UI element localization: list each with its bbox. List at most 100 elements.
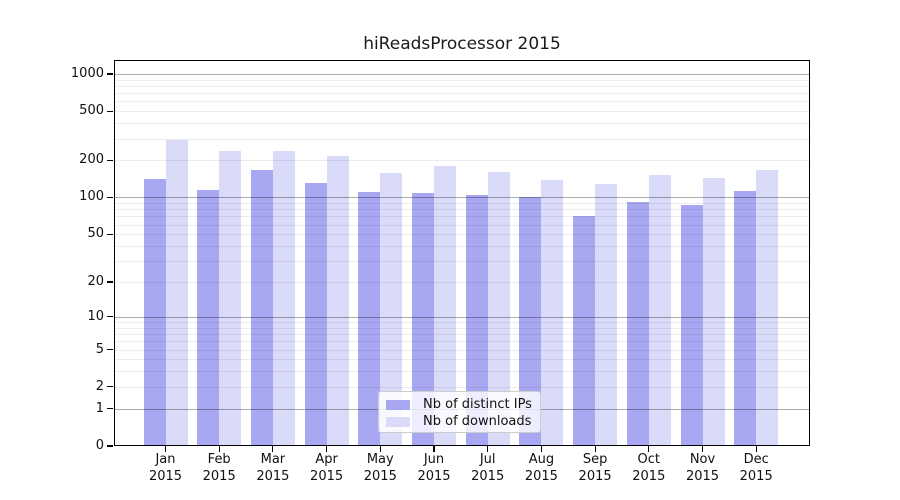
bar-series-1 [756, 169, 779, 446]
bar-series-0 [358, 192, 381, 446]
x-tick-mark [326, 446, 328, 452]
x-tick-label: Jul 2015 [471, 452, 505, 484]
legend-swatch-downloads [386, 416, 410, 427]
x-tick-label: Dec 2015 [739, 452, 773, 484]
gridline-minor [114, 327, 810, 329]
bar-series-0 [197, 190, 220, 446]
bar-series-0 [143, 179, 166, 446]
gridline-minor [114, 246, 810, 247]
bar-series-1 [648, 174, 671, 446]
x-tick-label: Jan 2015 [148, 452, 183, 484]
bar-series-1 [595, 184, 618, 446]
y-tick-label: 200 [79, 152, 104, 168]
x-tick-mark [755, 446, 757, 452]
gridline-minor [114, 386, 810, 388]
y-tick-mark [107, 408, 113, 410]
gridline-minor [114, 138, 810, 140]
gridline-minor [114, 349, 810, 351]
legend: Nb of distinct IPs Nb of downloads [378, 391, 541, 433]
x-tick-label: Apr 2015 [310, 452, 344, 484]
x-tick-mark [218, 446, 220, 452]
x-tick-label: Mar 2015 [256, 452, 290, 484]
bar-series-0 [734, 191, 757, 446]
legend-item: Nb of distinct IPs [386, 396, 540, 413]
gridline-minor [114, 101, 810, 103]
y-tick-label: 1000 [70, 65, 104, 81]
y-tick-mark [107, 73, 113, 75]
bar-series-1 [165, 139, 188, 446]
x-tick-label: May 2015 [363, 452, 397, 484]
legend-swatch-distinct-ips [386, 399, 410, 410]
gridline-major [114, 73, 810, 75]
gridline-minor [114, 359, 810, 361]
gridline-minor [114, 79, 810, 81]
gridline-minor [114, 261, 810, 263]
y-tick-label: 20 [87, 274, 104, 290]
y-tick-label: 500 [79, 103, 104, 119]
y-tick-label: 2 [95, 378, 104, 394]
gridline-minor [114, 341, 810, 343]
bar-series-0 [519, 197, 542, 446]
legend-item: Nb of downloads [386, 413, 540, 430]
gridline-major [114, 316, 810, 318]
gridline-major [114, 197, 810, 199]
bar-series-1 [219, 151, 242, 446]
legend-label: Nb of distinct IPs [423, 397, 532, 412]
gridline-minor [114, 234, 810, 236]
x-tick-label: Feb 2015 [202, 452, 236, 484]
bar-series-1 [541, 180, 564, 446]
x-tick-mark [272, 446, 274, 452]
gridline-minor [114, 209, 810, 211]
y-tick-label: 10 [87, 308, 104, 324]
y-tick-mark [107, 233, 113, 235]
x-tick-mark [164, 446, 167, 452]
gridline-minor [114, 282, 810, 284]
bar-series-0 [680, 204, 703, 446]
bar-series-0 [250, 170, 273, 446]
gridline-minor [114, 322, 810, 323]
bar-series-1 [272, 150, 295, 446]
bar-series-1 [702, 178, 725, 446]
y-tick-mark [107, 316, 113, 318]
gridline-minor [114, 334, 810, 336]
x-tick-mark [701, 446, 704, 452]
bar-series-1 [487, 172, 510, 446]
y-tick-label: 1 [95, 400, 104, 416]
x-tick-mark [594, 446, 596, 452]
bar-series-0 [465, 195, 488, 446]
x-tick-label: Aug 2015 [524, 452, 558, 484]
gridline-minor [114, 203, 810, 205]
y-tick-mark [107, 110, 113, 112]
y-tick-mark [107, 159, 113, 161]
x-tick-label: Sep 2015 [578, 452, 612, 484]
gridline-minor [114, 216, 810, 218]
gridline-minor [114, 160, 810, 162]
y-tick-mark [107, 386, 113, 388]
bar-series-1 [326, 155, 349, 446]
legend-label: Nb of downloads [423, 414, 532, 429]
bar-series-1 [380, 173, 403, 446]
y-tick-label: 100 [79, 189, 104, 205]
gridline-minor [114, 85, 810, 87]
y-tick-mark [107, 348, 113, 351]
y-tick-label: 50 [87, 226, 104, 242]
chart-title: hiReadsProcessor 2015 [363, 34, 561, 54]
x-tick-label: Oct 2015 [632, 452, 666, 484]
y-tick-mark [107, 445, 113, 447]
y-tick-label: 0 [95, 438, 104, 453]
x-tick-mark [487, 446, 489, 452]
bar-series-0 [626, 201, 649, 446]
gridline-minor [114, 371, 810, 373]
x-tick-mark [433, 446, 435, 452]
y-tick-mark [107, 281, 113, 283]
x-tick-label: Nov 2015 [685, 452, 720, 484]
x-tick-mark [379, 446, 381, 452]
bar-series-0 [573, 215, 596, 446]
x-tick-mark [540, 446, 542, 452]
gridline-minor [114, 224, 810, 226]
bar-series-0 [304, 183, 327, 446]
bar-series-0 [412, 192, 434, 446]
y-tick-label: 5 [95, 341, 104, 357]
bar-series-1 [434, 166, 456, 446]
